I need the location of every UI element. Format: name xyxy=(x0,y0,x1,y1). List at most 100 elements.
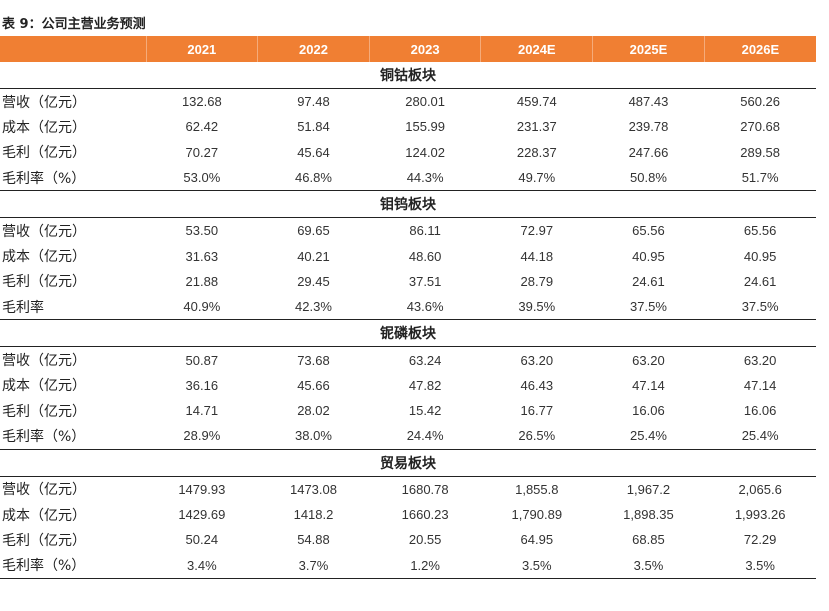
section-row: 钼钨板块 xyxy=(0,190,816,219)
row-label: 毛利（亿元） xyxy=(2,145,86,162)
value-cell: 50.24 xyxy=(185,532,219,548)
value-cell: 28.9% xyxy=(146,423,258,450)
value-cell: 50.8% xyxy=(592,164,705,192)
value-cell: 247.66 xyxy=(628,144,669,160)
value-cell: 40.95 xyxy=(743,248,777,264)
business-forecast-table: 2021 2022 2023 2024E 2025E 2026E 铜钴板块营收（… xyxy=(0,36,816,579)
section-row: 贸易板块 xyxy=(0,449,816,477)
value-cell: 15.42 xyxy=(408,403,442,419)
value-cell: 1680.78 xyxy=(401,481,449,497)
row-label: 毛利率（%） xyxy=(0,164,146,192)
value-cell: 63.20 xyxy=(743,352,777,368)
row-label: 成本（亿元） xyxy=(2,249,86,266)
table-row: 成本（亿元） 36.16 45.66 47.82 46.43 47.14 47.14 xyxy=(0,373,816,398)
value-cell: 44.18 xyxy=(520,248,554,264)
table-row: 营收（亿元） 53.50 69.65 86.11 72.97 65.56 65.56 xyxy=(0,218,816,244)
value-cell: 45.64 xyxy=(297,144,330,160)
table-row: 成本（亿元） 62.42 51.84 155.99 231.37 239.78 270.68 xyxy=(0,114,816,139)
row-label: 毛利率（%） xyxy=(0,552,146,579)
value-cell: 20.55 xyxy=(408,532,442,548)
row-label: 成本（亿元） xyxy=(2,507,86,524)
value-cell: 43.6% xyxy=(369,294,481,321)
value-cell: 47.82 xyxy=(408,377,442,393)
value-cell: 124.02 xyxy=(405,144,446,160)
value-cell: 53.50 xyxy=(185,223,219,239)
section-title: 铜钴板块 xyxy=(0,62,816,89)
header-row: 2021 2022 2023 2024E 2025E 2026E xyxy=(0,36,816,62)
header-cell-year: 2025E xyxy=(592,36,705,62)
table-row: 营收（亿元） 132.68 97.48 280.01 459.74 487.43 560.2… xyxy=(0,89,816,115)
value-cell: 37.51 xyxy=(408,273,442,289)
value-cell: 280.01 xyxy=(405,94,446,110)
section-title: 钼钨板块 xyxy=(0,190,816,219)
section-title: 贸易板块 xyxy=(0,449,816,477)
value-cell: 37.5% xyxy=(704,294,816,321)
value-cell: 24.61 xyxy=(743,273,777,289)
table-row: 毛利（亿元） 21.88 29.45 37.51 28.79 24.61 24.61 xyxy=(0,269,816,294)
value-cell: 1429.69 xyxy=(178,507,226,522)
value-cell: 1479.93 xyxy=(178,481,226,497)
row-label: 营收（亿元） xyxy=(2,223,86,240)
row-label: 毛利（亿元） xyxy=(2,274,86,291)
header-cell-year: 2023 xyxy=(368,36,481,62)
value-cell: 3.5% xyxy=(592,552,705,579)
value-cell: 3.7% xyxy=(257,552,370,579)
value-cell: 1.2% xyxy=(369,552,481,579)
value-cell: 45.66 xyxy=(297,377,330,393)
value-cell: 86.11 xyxy=(409,223,441,239)
value-cell: 228.37 xyxy=(516,144,557,160)
value-cell: 31.63 xyxy=(185,248,219,264)
value-cell: 16.06 xyxy=(632,403,665,419)
value-cell: 72.29 xyxy=(743,532,777,548)
value-cell: 44.3% xyxy=(369,164,481,192)
table-row: 营收（亿元） 50.87 73.68 63.24 63.20 63.20 63.20 xyxy=(0,347,816,373)
value-cell: 70.27 xyxy=(185,144,219,160)
row-label: 营收（亿元） xyxy=(2,482,86,499)
header-cell-label xyxy=(0,36,146,62)
table-row: 毛利率（%） 3.4% 3.7% 1.2% 3.5% 3.5% 3.5% xyxy=(0,552,816,579)
table-row: 毛利率 40.9% 42.3% 43.6% 39.5% 37.5% 37.5% xyxy=(0,294,816,321)
table-caption: 表 9：公司主营业务预测 xyxy=(2,17,146,32)
value-cell: 37.5% xyxy=(592,294,705,321)
table-row: 毛利率（%） 53.0% 46.8% 44.3% 49.7% 50.8% 51.7% xyxy=(0,164,816,192)
value-cell: 38.0% xyxy=(257,423,370,450)
value-cell: 25.4% xyxy=(592,423,705,450)
value-cell: 560.26 xyxy=(740,94,781,110)
value-cell: 16.77 xyxy=(520,403,554,419)
value-cell: 1473.08 xyxy=(289,481,337,497)
value-cell: 47.14 xyxy=(632,377,665,393)
value-cell: 1,855.8 xyxy=(515,481,559,497)
value-cell: 72.97 xyxy=(520,223,554,239)
value-cell: 3.5% xyxy=(704,552,816,579)
value-cell: 16.06 xyxy=(743,403,777,419)
value-cell: 28.79 xyxy=(520,273,554,289)
value-cell: 63.20 xyxy=(632,352,665,368)
value-cell: 64.95 xyxy=(520,532,554,548)
value-cell: 63.24 xyxy=(408,352,442,368)
value-cell: 73.68 xyxy=(297,352,330,368)
value-cell: 1418.2 xyxy=(293,507,334,522)
value-cell: 459.74 xyxy=(516,94,557,110)
value-cell: 29.45 xyxy=(297,273,330,289)
value-cell: 65.56 xyxy=(743,223,777,239)
table-row: 毛利（亿元） 50.24 54.88 20.55 64.95 68.85 72.29 xyxy=(0,527,816,552)
row-label: 毛利率（%） xyxy=(0,423,146,450)
value-cell: 62.42 xyxy=(185,119,219,135)
table-row: 成本（亿元） 31.63 40.21 48.60 44.18 40.95 40.95 xyxy=(0,243,816,268)
value-cell: 14.71 xyxy=(185,403,219,419)
value-cell: 40.21 xyxy=(297,248,330,264)
value-cell: 239.78 xyxy=(628,119,669,135)
value-cell: 40.9% xyxy=(146,294,258,321)
value-cell: 24.4% xyxy=(369,423,481,450)
value-cell: 54.88 xyxy=(297,532,330,548)
header-cell-year: 2026E xyxy=(703,36,816,62)
value-cell: 1,790.89 xyxy=(511,507,563,522)
row-label: 毛利（亿元） xyxy=(2,532,86,549)
value-cell: 3.4% xyxy=(146,552,258,579)
row-label: 成本（亿元） xyxy=(2,378,86,395)
value-cell: 65.56 xyxy=(632,223,665,239)
row-label: 成本（亿元） xyxy=(2,119,86,136)
value-cell: 26.5% xyxy=(480,423,593,450)
table-row: 成本（亿元） 1429.69 1418.2 1660.23 1,790.89 1,898.… xyxy=(0,502,816,527)
